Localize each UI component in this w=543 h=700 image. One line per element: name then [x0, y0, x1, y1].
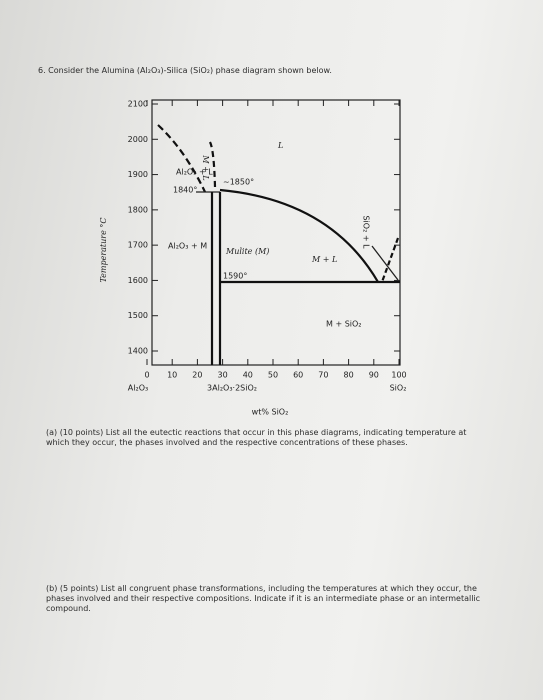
- region-label: M + SiO₂: [326, 320, 362, 329]
- x-tick-label: 20: [192, 371, 202, 380]
- y-tick-label: 1900: [128, 170, 148, 179]
- y-tick-label: 2100: [128, 100, 148, 109]
- y-tick-label: 1800: [128, 205, 148, 214]
- x-tick-label: 10: [167, 371, 177, 380]
- x-tick-label: 50: [268, 371, 278, 380]
- y-tick-label: 1700: [128, 241, 148, 250]
- region-label: Al₂O₃ + L: [176, 168, 213, 177]
- region-label: M + L: [311, 255, 337, 264]
- y-tick-label: 2000: [128, 135, 148, 144]
- x-axis-label: wt% SiO₂: [252, 408, 289, 417]
- liquidus-mullite: [219, 188, 379, 283]
- x-tick-label: 30: [218, 371, 228, 380]
- ticks: 1400 1500 1600 1700 1800 1900 2000 2100 0 10 20 30 4…: [128, 100, 407, 380]
- temperature-label: ~1850°: [223, 178, 254, 187]
- phase-diagram: 1400 1500 1600 1700 1800 1900 2000 2100 0 10 20 30 4…: [99, 99, 407, 417]
- x-mid-label: 3Al₂O₃·2SiO₂: [207, 384, 257, 393]
- x-tick-label: 100: [391, 371, 406, 380]
- y-tick-label: 1400: [128, 347, 148, 356]
- x-left-label: Al₂O₃: [128, 384, 148, 393]
- region-label: L: [277, 141, 283, 150]
- region-label: SiO₂ + L: [362, 215, 371, 249]
- y-tick-label: 1500: [128, 311, 148, 320]
- silica-boundary: [371, 245, 399, 281]
- x-tick-label: 90: [369, 371, 379, 380]
- x-right-label: SiO₂: [390, 384, 407, 393]
- liquidus-left: [157, 124, 206, 193]
- temperature-label: 1840°: [173, 186, 197, 195]
- y-tick-label: 1600: [128, 276, 148, 285]
- x-tick-label: 70: [318, 371, 328, 380]
- question-part-a: (a) (10 points) List all the eutectic re…: [46, 428, 467, 447]
- x-tick-label: 60: [293, 371, 303, 380]
- x-tick-label: 80: [344, 371, 354, 380]
- liquidus-silica: [380, 237, 400, 283]
- mullite-liquidus: [208, 141, 217, 188]
- question-part-b: (b) (5 points) List all congruent phase …: [46, 584, 481, 613]
- question-intro: 6. Consider the Alumina (Al₂O₃)-Silica (…: [38, 66, 332, 75]
- region-label: Mulite (M): [225, 247, 269, 256]
- plot-frame: [151, 99, 401, 366]
- x-tick-label: 0: [144, 371, 149, 380]
- region-label: M + L: [201, 154, 210, 180]
- region-label: Al₂O₃ + M: [168, 242, 207, 251]
- temperature-label: 1590°: [223, 272, 247, 281]
- x-tick-label: 40: [243, 371, 253, 380]
- y-axis-label: Temperature °C: [99, 217, 108, 282]
